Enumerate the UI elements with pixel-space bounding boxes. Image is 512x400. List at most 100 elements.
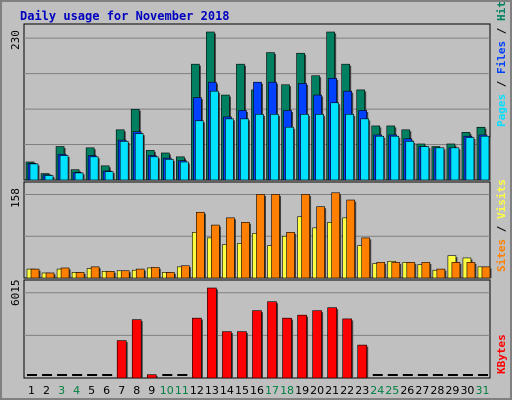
bar-pages-day-11 [180,161,189,181]
bar-sites-day-20 [316,206,325,279]
x-tick-label-day-22: 22 [340,384,354,397]
bar-sites-day-19 [301,194,310,279]
bar-pages-day-31 [480,135,490,181]
bar-sites-day-16 [256,194,265,279]
side-legend-part: Files [495,41,508,74]
bar-kbytes-day-15 [237,331,247,379]
bar-kbytes-day-9 [146,374,157,379]
bar-sites-day-10 [165,272,175,279]
x-tick-label-day-5: 5 [88,384,95,397]
bar-pages-day-24 [375,135,385,181]
side-legend-part: / [495,21,508,41]
bar-pages-day-27 [420,146,430,181]
x-tick-label-day-19: 19 [295,384,309,397]
bar-kbytes-day-20 [312,310,322,379]
bar-pages-day-29 [450,147,460,181]
bar-sites-day-27 [421,262,431,279]
bar-sites-day-12 [196,211,205,279]
bar-sites-day-29 [451,262,461,279]
bar-sites-day-22 [346,199,355,279]
bar-pages-day-8 [134,133,144,181]
side-legend-sites-visits: Sites / Visits [495,179,508,272]
x-tick-label-day-16: 16 [250,384,264,397]
bar-pages-day-17 [270,114,279,181]
x-tick-label-day-27: 27 [415,384,429,397]
bar-pages-day-16 [255,114,264,181]
bar-sites-day-4 [75,272,85,279]
bar-sites-day-7 [120,270,130,279]
x-tick-label-day-28: 28 [430,384,444,397]
bar-pages-day-20 [315,114,324,181]
x-tick-label-day-24: 24 [370,384,384,397]
bar-pages-day-10 [164,159,174,181]
x-tick-label-day-1: 1 [28,384,35,397]
bar-kbytes-day-14 [222,331,232,379]
bar-sites-day-28 [436,268,446,279]
side-legend-hits-files-pages: Pages / Files / Hits [495,2,508,127]
bar-sites-day-24 [376,262,386,279]
ymax-label-sites-visits: 158 [9,188,22,208]
bar-pages-day-28 [435,147,445,181]
bar-sites-day-30 [466,262,476,279]
bar-pages-day-2 [44,175,54,181]
bar-kbytes-day-16 [252,310,262,379]
ymax-label-hits-files-pages: 230 [9,30,22,50]
bar-sites-day-15 [241,222,250,279]
side-legend-part: KBytes [495,334,508,374]
bar-kbytes-day-22 [342,318,352,379]
bar-pages-day-19 [300,114,309,181]
x-tick-label-day-25: 25 [385,384,399,397]
bar-pages-day-15 [240,118,249,181]
x-tick-label-day-3: 3 [58,384,65,397]
x-tick-label-day-7: 7 [118,384,125,397]
bar-sites-day-6 [105,271,115,279]
side-legend-part: Pages [495,94,508,127]
bar-sites-day-8 [135,268,145,279]
x-tick-label-day-4: 4 [73,384,80,397]
x-tick-label-day-12: 12 [190,384,204,397]
x-tick-label-day-20: 20 [310,384,324,397]
bar-pages-day-4 [74,172,84,181]
bar-sites-day-23 [361,237,371,279]
side-legend-part: / [495,74,508,94]
side-legend-part: Sites [495,239,508,272]
bar-sites-day-21 [331,192,340,279]
bar-pages-day-25 [390,135,400,181]
bar-pages-day-26 [405,141,415,181]
bar-sites-day-25 [391,262,401,279]
bar-kbytes-day-23 [357,344,368,379]
side-legend-part: / [495,219,508,239]
x-tick-label-day-30: 30 [460,384,474,397]
bar-kbytes-day-18 [282,317,292,379]
chart-title: Daily usage for November 2018 [20,9,230,23]
bar-kbytes-day-8 [131,319,142,379]
bar-pages-day-6 [104,171,114,181]
side-legend-kbytes: KBytes [495,334,508,374]
bar-sites-day-11 [181,265,190,279]
bar-sites-day-1 [30,268,40,279]
x-tick-label-day-6: 6 [103,384,110,397]
bar-pages-day-7 [119,141,129,181]
bar-pages-day-5 [89,156,99,181]
bar-sites-day-14 [226,217,235,279]
bar-pages-day-23 [360,118,370,181]
ymax-label-kbytes: 6015 [9,280,22,307]
x-tick-label-day-31: 31 [475,384,489,397]
bar-sites-day-9 [150,267,160,279]
bar-sites-day-5 [90,266,100,279]
bar-pages-day-22 [345,114,354,181]
x-tick-label-day-17: 17 [265,384,279,397]
side-legend-part: Hits [495,2,508,21]
x-tick-label-day-2: 2 [43,384,50,397]
bar-pages-day-13 [210,90,219,181]
bar-sites-day-13 [211,224,220,279]
bar-sites-day-18 [286,232,295,279]
x-tick-label-day-15: 15 [235,384,249,397]
bar-pages-day-21 [330,102,339,181]
bar-kbytes-day-12 [192,317,202,379]
bar-sites-day-17 [271,194,280,279]
bar-pages-day-9 [149,156,159,181]
x-tick-label-day-21: 21 [325,384,339,397]
